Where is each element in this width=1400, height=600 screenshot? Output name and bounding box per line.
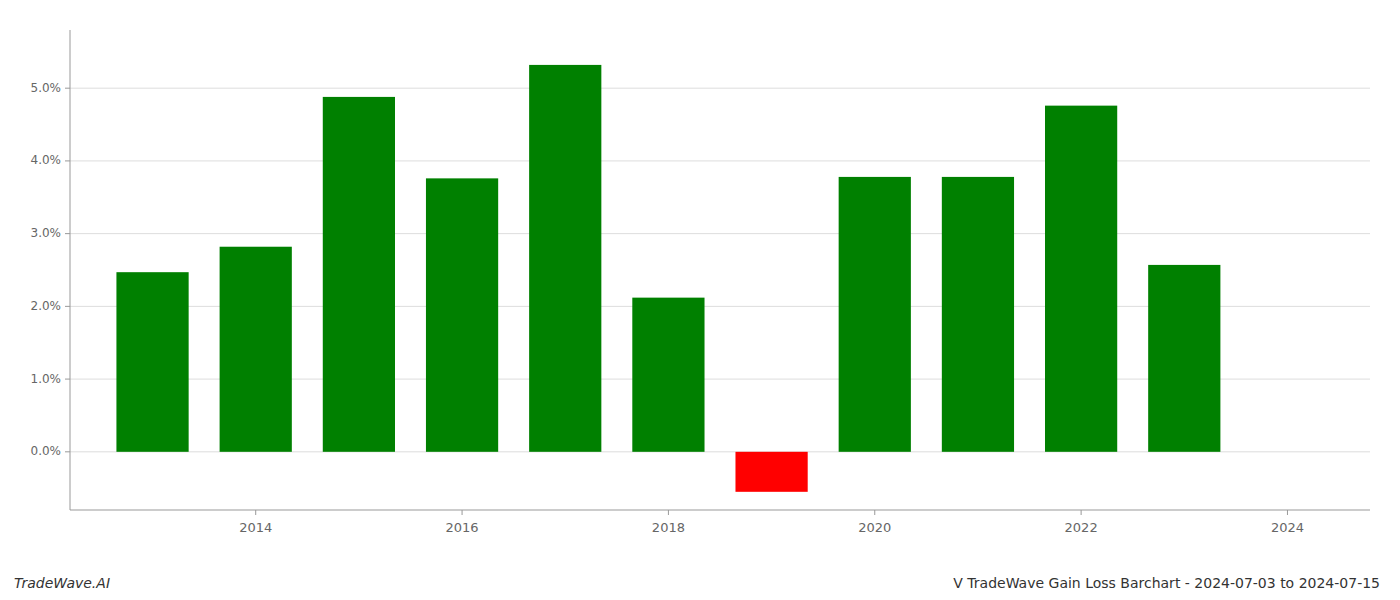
x-axis: 2014 2016 2018 2020 2022 2024 — [70, 510, 1370, 535]
y-tick — [65, 233, 70, 234]
x-tick-label: 2024 — [1271, 520, 1304, 535]
bar — [1045, 106, 1117, 452]
y-tick — [65, 160, 70, 161]
y-tick — [65, 451, 70, 452]
grid-line — [70, 233, 1370, 234]
x-tick — [462, 510, 463, 515]
watermark: TradeWave.AI — [14, 575, 110, 591]
y-tick-label: 5.0% — [31, 81, 62, 95]
x-tick — [874, 510, 875, 515]
bar — [116, 272, 188, 452]
x-tick — [255, 510, 256, 515]
x-tick-label: 2016 — [446, 520, 479, 535]
bar — [426, 178, 498, 451]
x-tick-label: 2020 — [858, 520, 891, 535]
bar — [220, 247, 292, 452]
bars — [116, 65, 1220, 492]
bar — [632, 298, 704, 452]
chart-container: 0.0% 1.0% 2.0% 3.0% 4.0% 5.0% 2014 2016 2018 2020… — [0, 0, 1400, 600]
x-axis-line — [70, 510, 1370, 511]
bar — [323, 97, 395, 452]
y-tick-label: 4.0% — [31, 153, 62, 167]
y-tick — [65, 88, 70, 89]
grid-line — [70, 160, 1370, 161]
bar — [942, 177, 1014, 452]
bar — [529, 65, 601, 452]
y-axis-line — [70, 30, 71, 510]
x-tick — [1081, 510, 1082, 515]
chart: 0.0% 1.0% 2.0% 3.0% 4.0% 5.0% 2014 2016 2018 2020… — [0, 0, 1400, 600]
bar — [735, 452, 807, 492]
y-tick-label: 1.0% — [31, 372, 62, 386]
title: V TradeWave Gain Loss Barchart - 2024-07… — [953, 575, 1380, 591]
y-tick-label: 0.0% — [31, 444, 62, 458]
x-tick-label: 2018 — [652, 520, 685, 535]
bar — [839, 177, 911, 452]
y-tick — [65, 379, 70, 380]
x-tick-label: 2022 — [1065, 520, 1098, 535]
y-tick-label: 3.0% — [31, 226, 62, 240]
x-tick-label: 2014 — [239, 520, 272, 535]
y-tick-label: 2.0% — [31, 299, 62, 313]
y-tick — [65, 306, 70, 307]
x-tick — [668, 510, 669, 515]
x-tick — [1287, 510, 1288, 515]
grid-line — [70, 88, 1370, 89]
grid — [70, 88, 1370, 452]
y-axis: 0.0% 1.0% 2.0% 3.0% 4.0% 5.0% — [31, 30, 71, 510]
bar — [1148, 265, 1220, 452]
